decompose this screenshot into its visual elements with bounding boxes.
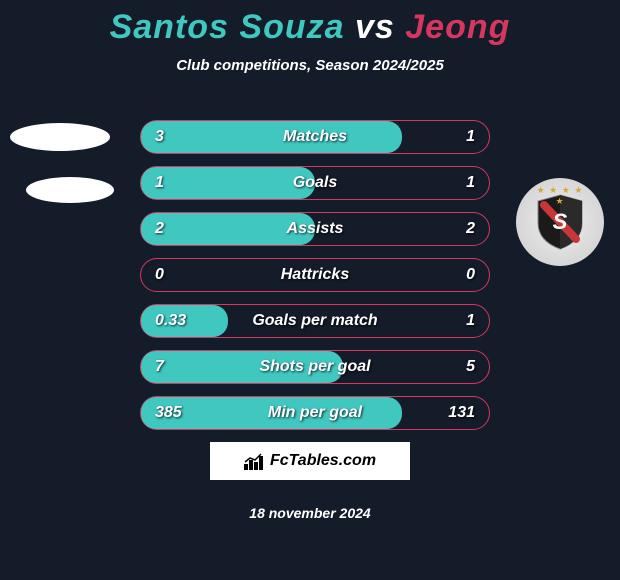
stats-container: 3Matches1 1Goals1 2Assists2 0Hattricks0 0.33…	[140, 120, 490, 442]
stat-value-right: 1	[435, 174, 475, 192]
stat-value-right: 1	[435, 128, 475, 146]
stat-row: 0.33Goals per match1	[140, 304, 490, 338]
team-badge: ★ ★ ★ ★ ★ S	[516, 178, 604, 266]
stat-value-right: 5	[435, 358, 475, 376]
stat-row: 1Goals1	[140, 166, 490, 200]
subtitle: Club competitions, Season 2024/2025	[0, 57, 620, 74]
stat-value-right: 1	[435, 312, 475, 330]
fctables-text: FcTables.com	[270, 452, 376, 470]
stat-row: 385Min per goal131	[140, 396, 490, 430]
stat-value-right: 2	[435, 220, 475, 238]
player-left-name: Santos Souza	[110, 8, 345, 46]
stat-row: 0Hattricks0	[140, 258, 490, 292]
stat-row: 3Matches1	[140, 120, 490, 154]
badge-stars: ★ ★ ★ ★ ★	[534, 185, 586, 207]
fctables-icon	[244, 452, 264, 470]
stat-row: 7Shots per goal5	[140, 350, 490, 384]
date-label: 18 november 2024	[0, 505, 620, 521]
player-right-name: Jeong	[405, 8, 510, 46]
photo-placeholder-1	[10, 123, 110, 151]
stat-row: 2Assists2	[140, 212, 490, 246]
shield-icon: ★ ★ ★ ★ ★ S	[534, 193, 586, 251]
svg-text:S: S	[553, 209, 568, 234]
photo-placeholder-2	[26, 177, 114, 203]
vs-text: vs	[355, 8, 395, 46]
stat-value-right: 131	[435, 404, 475, 422]
comparison-title: Santos Souza vs Jeong	[0, 0, 620, 47]
fctables-watermark: FcTables.com	[210, 442, 410, 480]
stat-value-right: 0	[435, 266, 475, 284]
